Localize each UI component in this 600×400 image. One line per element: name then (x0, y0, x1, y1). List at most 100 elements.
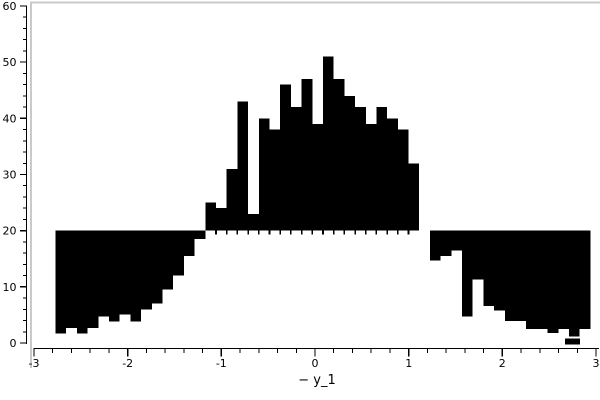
y-minor-tick (23, 16, 28, 18)
x-major-tick (220, 348, 222, 357)
y-tick-label: 60 (3, 0, 17, 13)
y-minor-tick (23, 72, 28, 74)
histogram-bar (526, 230, 537, 329)
y-minor-tick (23, 241, 28, 243)
x-tick-label: 0 (312, 357, 319, 370)
histogram-bar (76, 230, 88, 334)
y-major-tick (20, 342, 28, 344)
bar-edge-dash (397, 230, 399, 235)
histogram-bar (515, 230, 527, 322)
histogram-bar (290, 107, 302, 231)
histogram-bar (376, 107, 388, 231)
histogram-bar (98, 230, 109, 317)
y-minor-tick (23, 95, 28, 97)
y-minor-tick (23, 185, 28, 187)
bar-edge-dash (343, 230, 346, 235)
histogram-bar (258, 118, 270, 231)
histogram-bar (280, 84, 291, 231)
y-major-tick (20, 117, 28, 119)
x-minor-tick (576, 348, 578, 353)
x-axis-line (33, 348, 599, 350)
y-tick-label: 50 (3, 56, 17, 69)
x-minor-tick (352, 348, 353, 353)
x-major-tick (314, 348, 316, 357)
histogram-bar (205, 202, 216, 231)
bar-edge-dash (258, 230, 260, 235)
y-minor-tick (23, 275, 28, 277)
bar-edge-dash (279, 230, 281, 235)
x-minor-tick (108, 348, 110, 353)
x-minor-tick (258, 348, 260, 353)
x-minor-tick (52, 348, 54, 353)
histogram-bar (87, 230, 99, 328)
y-minor-tick (23, 129, 28, 131)
x-tick-label: 1 (405, 357, 412, 370)
histogram-bar (194, 230, 206, 240)
x-minor-tick (183, 348, 185, 353)
histogram-bar (66, 230, 77, 328)
histogram-bar (494, 230, 505, 311)
histogram-bar (579, 230, 591, 329)
histogram-bar (429, 230, 441, 261)
x-tick-label: -3 (29, 357, 40, 370)
histogram-bar (141, 230, 152, 310)
histogram-bar (162, 230, 174, 290)
y-major-tick (20, 230, 28, 232)
x-tick-label: 3 (593, 357, 600, 370)
y-minor-tick (23, 207, 28, 209)
histogram-bars (55, 56, 591, 345)
y-major-tick (20, 61, 28, 63)
x-minor-tick (89, 348, 91, 353)
x-major-tick (33, 348, 35, 357)
histogram-bar (333, 79, 345, 231)
histogram-bar (344, 95, 356, 231)
histogram-bar (323, 56, 334, 231)
x-minor-tick (539, 348, 541, 353)
x-minor-tick (370, 348, 372, 353)
x-minor-tick (239, 348, 241, 353)
histogram-bar (119, 230, 131, 315)
bar-edge-dash (247, 230, 249, 235)
bar-edge-dash (268, 230, 271, 235)
histogram-bar (558, 230, 569, 329)
y-minor-tick (23, 196, 28, 198)
bar-edge-dash (354, 230, 356, 235)
plot-frame (30, 1, 600, 368)
histogram-bar (173, 230, 184, 276)
x-major-tick (595, 348, 597, 357)
histogram-bar (130, 230, 142, 322)
x-minor-tick (483, 348, 485, 353)
histogram-bar (472, 230, 484, 280)
y-tick-label: 10 (3, 281, 17, 294)
bar-edge-dash (215, 230, 217, 235)
x-minor-tick (164, 348, 166, 353)
y-major-tick (20, 173, 28, 176)
x-minor-tick (277, 348, 278, 353)
y-tick-label: 40 (3, 112, 17, 125)
bar-edge-dash (300, 230, 303, 235)
y-minor-tick (23, 162, 28, 164)
histogram-bar (504, 230, 516, 322)
x-tick-label: 2 (499, 357, 506, 370)
histogram-bar (440, 230, 452, 256)
bar-edge-dash (225, 230, 228, 235)
x-minor-tick (389, 348, 391, 353)
y-minor-tick (23, 39, 28, 41)
bar-edge-dash (386, 230, 388, 235)
y-minor-tick (23, 84, 28, 86)
y-minor-tick (23, 252, 28, 254)
x-minor-tick (71, 348, 72, 353)
histogram-bar (397, 129, 409, 231)
histogram-bar (462, 230, 473, 317)
histogram-bar (269, 129, 281, 231)
bar-edge-dash (407, 230, 410, 235)
histogram-bar (365, 123, 377, 231)
x-minor-tick (520, 348, 522, 353)
histogram-bar (547, 230, 559, 333)
histogram-bar (569, 230, 580, 337)
x-major-tick (408, 348, 410, 357)
histogram-bar (301, 79, 313, 231)
bar-edge-dash (365, 230, 367, 235)
